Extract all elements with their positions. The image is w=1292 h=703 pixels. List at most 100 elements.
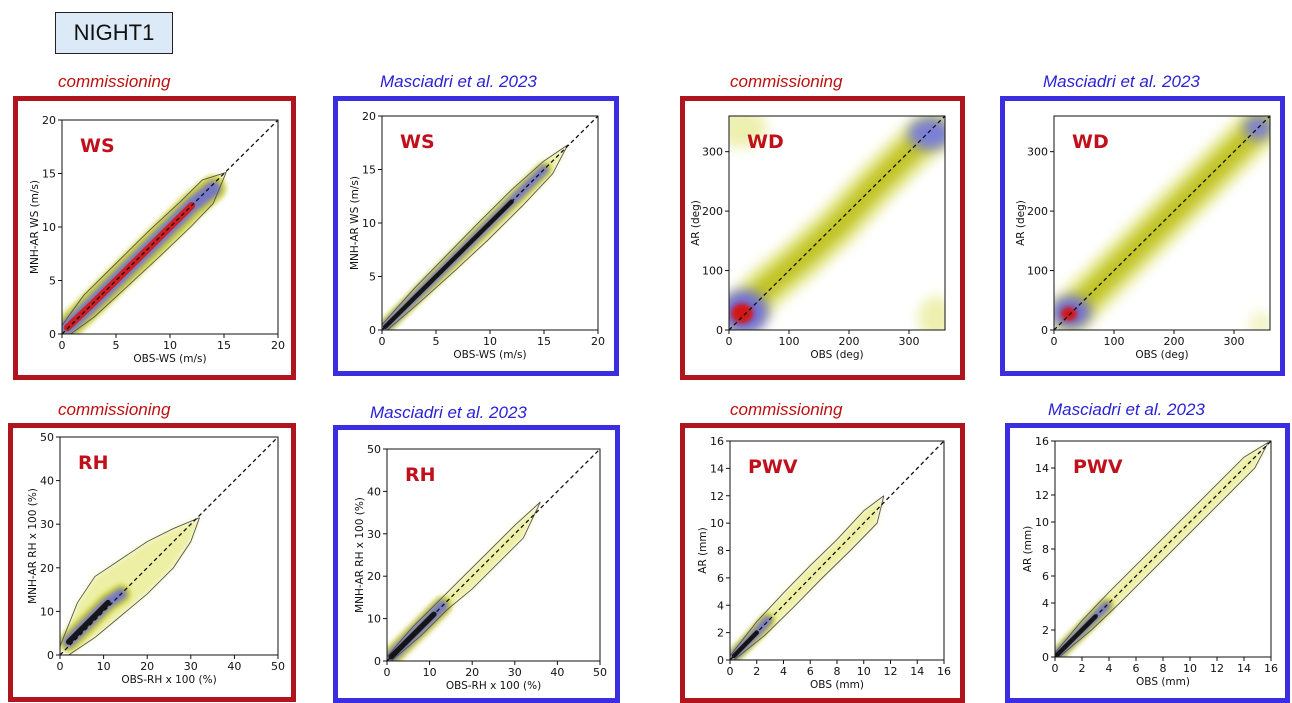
density-field xyxy=(730,495,885,660)
axes-box xyxy=(1053,115,1271,331)
axes-box xyxy=(386,448,601,662)
y-tick-label: 40 xyxy=(367,485,381,498)
y-tick-label: 8 xyxy=(1042,543,1049,556)
scatter-density-plot-pwv_mas: 0 2 4 6 8 10 12 14 16 0 2 4 6 8 10 12 14 16 OBS (mm) AR (mm… xyxy=(1022,435,1278,688)
x-tick-label: 0 xyxy=(1052,662,1059,675)
x-tick-label: 300 xyxy=(1224,335,1245,348)
y-tick-label: 100 xyxy=(1027,265,1048,278)
panel-frame xyxy=(333,96,619,376)
axes-box xyxy=(728,115,946,331)
scatter-density-plot-pwv_comm: 0 2 4 6 8 10 12 14 16 0 2 4 6 8 10 12 14 16 OBS (mm) AR (mm… xyxy=(697,435,951,691)
x-tick-label: 2 xyxy=(753,665,760,678)
identity-line xyxy=(1054,440,1272,658)
x-tick-label: 10 xyxy=(1183,662,1197,675)
x-tick-label: 50 xyxy=(593,666,607,679)
panel-frame xyxy=(8,423,296,702)
x-tick-label: 14 xyxy=(910,665,924,678)
variable-label: RH xyxy=(405,464,436,486)
panel-frame xyxy=(1000,96,1285,376)
x-tick-label: 200 xyxy=(1164,335,1185,348)
x-tick-label: 0 xyxy=(727,665,734,678)
x-tick-label: 12 xyxy=(884,665,898,678)
x-tick-label: 100 xyxy=(779,335,800,348)
x-axis-label: OBS-WS (m/s) xyxy=(453,349,526,361)
y-axis-label: MNH-AR RH x 100 (%) xyxy=(354,497,366,613)
y-tick-label: 16 xyxy=(1035,435,1049,448)
contour-lower xyxy=(70,172,227,334)
axes-box xyxy=(59,436,279,656)
identity-line xyxy=(729,440,945,661)
panel-frame xyxy=(680,96,965,380)
panel-source-label: Masciadri et al. 2023 xyxy=(1043,72,1200,91)
y-tick-label: 30 xyxy=(367,528,381,541)
y-tick-label: 4 xyxy=(1042,597,1049,610)
x-tick-label: 50 xyxy=(271,660,285,673)
x-tick-label: 20 xyxy=(465,666,479,679)
y-tick-label: 10 xyxy=(367,613,381,626)
x-tick-label: 5 xyxy=(433,335,440,348)
x-tick-label: 20 xyxy=(591,335,605,348)
contour-upper xyxy=(387,501,541,658)
contour-upper xyxy=(62,172,227,326)
x-tick-label: 40 xyxy=(227,660,241,673)
x-tick-label: 10 xyxy=(423,666,437,679)
x-tick-label: 0 xyxy=(1051,335,1058,348)
x-axis-label: OBS (mm) xyxy=(1136,676,1190,688)
x-tick-label: 8 xyxy=(1160,662,1167,675)
scatter-density-plot-ws_mas: 0 5 10 15 20 0 5 10 15 20 OBS-WS (m/s) MNH-AR WS (m… xyxy=(349,110,605,361)
x-tick-label: 8 xyxy=(834,665,841,678)
y-tick-label: 10 xyxy=(362,217,376,230)
y-tick-label: 30 xyxy=(40,518,54,531)
y-tick-label: 300 xyxy=(702,146,723,159)
x-tick-label: 6 xyxy=(1133,662,1140,675)
y-tick-label: 4 xyxy=(717,599,724,612)
identity-line xyxy=(1053,115,1271,331)
panel-source-label: Masciadri et al. 2023 xyxy=(380,72,537,91)
density-field xyxy=(387,501,541,661)
contour-lower xyxy=(733,495,885,660)
x-tick-label: 4 xyxy=(780,665,787,678)
y-tick-label: 0 xyxy=(374,655,381,668)
x-tick-label: 30 xyxy=(508,666,522,679)
night-label: NIGHT1 xyxy=(55,12,173,54)
contour-upper xyxy=(730,495,885,657)
y-tick-label: 20 xyxy=(40,562,54,575)
x-axis-label: OBS (mm) xyxy=(810,679,864,691)
y-tick-label: 300 xyxy=(1027,146,1048,159)
x-tick-label: 2 xyxy=(1079,662,1086,675)
y-axis-label: AR (deg) xyxy=(1015,200,1027,246)
y-tick-label: 2 xyxy=(717,627,724,640)
y-tick-label: 5 xyxy=(49,275,56,288)
y-tick-label: 20 xyxy=(367,570,381,583)
x-tick-label: 40 xyxy=(550,666,564,679)
y-tick-label: 40 xyxy=(40,475,54,488)
y-tick-label: 10 xyxy=(710,517,724,530)
identity-line xyxy=(61,119,279,335)
variable-label: WD xyxy=(1072,131,1109,153)
y-tick-label: 16 xyxy=(710,435,724,448)
y-tick-label: 12 xyxy=(710,490,724,503)
x-tick-label: 6 xyxy=(807,665,814,678)
x-axis-label: OBS-RH x 100 (%) xyxy=(121,674,216,686)
x-tick-label: 10 xyxy=(97,660,111,673)
x-tick-label: 0 xyxy=(59,339,66,352)
x-axis-label: OBS-RH x 100 (%) xyxy=(446,680,541,692)
y-tick-label: 0 xyxy=(1042,651,1049,664)
y-tick-label: 0 xyxy=(717,654,724,667)
x-tick-label: 100 xyxy=(1104,335,1125,348)
variable-label: WD xyxy=(747,131,784,153)
x-tick-label: 0 xyxy=(379,335,386,348)
y-tick-label: 0 xyxy=(49,328,56,341)
contour-upper xyxy=(60,517,200,647)
y-tick-label: 15 xyxy=(362,164,376,177)
contour-upper xyxy=(382,144,569,325)
y-tick-label: 0 xyxy=(47,649,54,662)
x-tick-label: 200 xyxy=(839,335,860,348)
y-tick-label: 8 xyxy=(717,545,724,558)
x-tick-label: 10 xyxy=(857,665,871,678)
variable-label: PWV xyxy=(748,456,798,478)
y-axis-label: AR (mm) xyxy=(1022,526,1034,572)
y-tick-label: 50 xyxy=(40,431,54,444)
y-tick-label: 6 xyxy=(717,572,724,585)
panel-source-label: commissioning xyxy=(58,72,171,91)
